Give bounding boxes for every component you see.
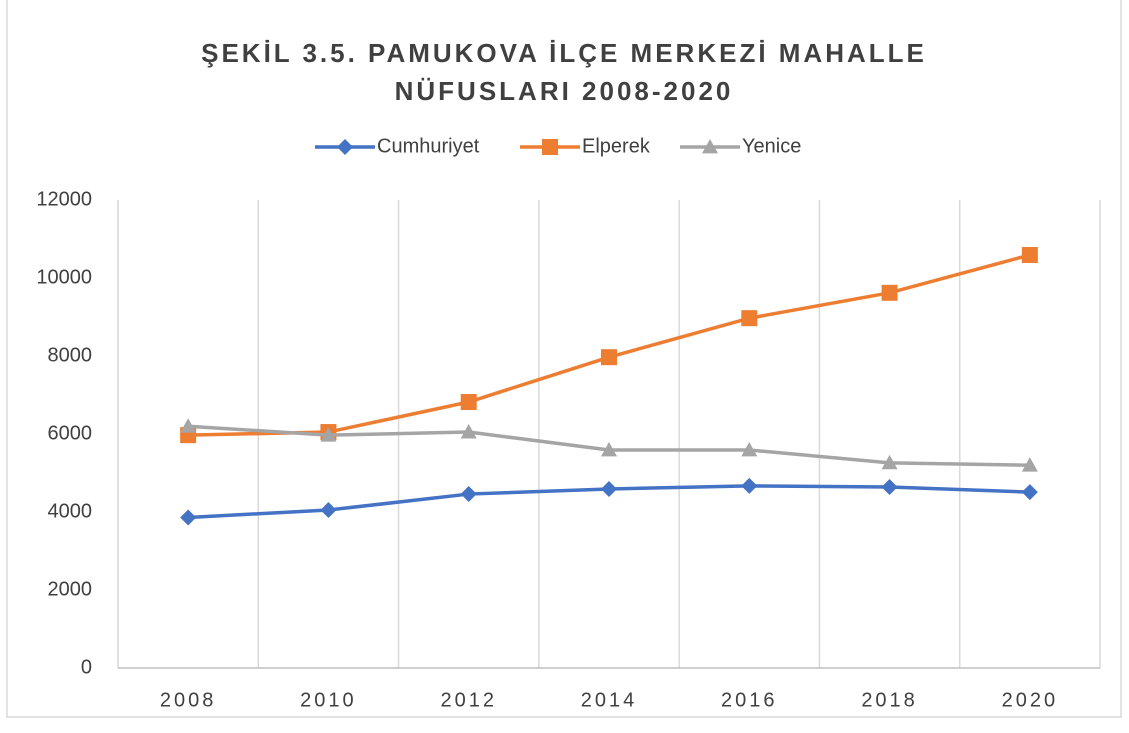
marker xyxy=(741,477,758,494)
legend-label: Cumhuriyet xyxy=(377,135,480,157)
marker xyxy=(320,502,337,519)
marker xyxy=(180,509,197,526)
series-line xyxy=(188,253,1031,437)
marker xyxy=(881,479,898,496)
marker xyxy=(180,418,197,433)
marker xyxy=(460,394,477,411)
chart-border xyxy=(6,0,1122,718)
x-tick-label: 2016 xyxy=(721,689,778,711)
x-tick-label: 2014 xyxy=(581,689,638,711)
marker xyxy=(1021,484,1038,501)
y-tick-label: 0 xyxy=(81,656,92,678)
marker xyxy=(601,441,617,457)
legend-marker xyxy=(337,139,353,155)
x-tick-label: 2008 xyxy=(160,689,217,711)
chart-title: ŞEKİL 3.5. PAMUKOVA İLÇE MERKEZİ MAHALLE… xyxy=(201,38,927,106)
y-tick-label: 8000 xyxy=(48,344,93,366)
legend-label: Elperek xyxy=(582,135,651,157)
marker xyxy=(741,310,758,327)
marker xyxy=(460,424,477,439)
legend-marker xyxy=(542,139,558,155)
legend-label: Yenice xyxy=(742,135,801,157)
marker xyxy=(1021,457,1038,472)
legend-marker xyxy=(702,139,718,154)
x-tick-label: 2010 xyxy=(300,689,357,711)
y-tick-label: 2000 xyxy=(48,578,93,600)
y-tick-label: 6000 xyxy=(48,422,93,444)
y-tick-label: 12000 xyxy=(36,188,92,210)
y-tick-label: 4000 xyxy=(48,500,93,522)
marker xyxy=(1021,246,1038,263)
marker xyxy=(741,441,758,457)
marker xyxy=(320,427,337,442)
x-tick-label: 2020 xyxy=(1002,689,1059,711)
marker xyxy=(601,349,617,366)
marker xyxy=(460,486,477,503)
marker xyxy=(881,284,898,301)
x-tick-label: 2018 xyxy=(861,689,918,711)
marker xyxy=(601,480,617,497)
y-tick-label: 10000 xyxy=(36,266,92,288)
x-tick-label: 2012 xyxy=(440,689,497,711)
marker xyxy=(881,454,898,470)
